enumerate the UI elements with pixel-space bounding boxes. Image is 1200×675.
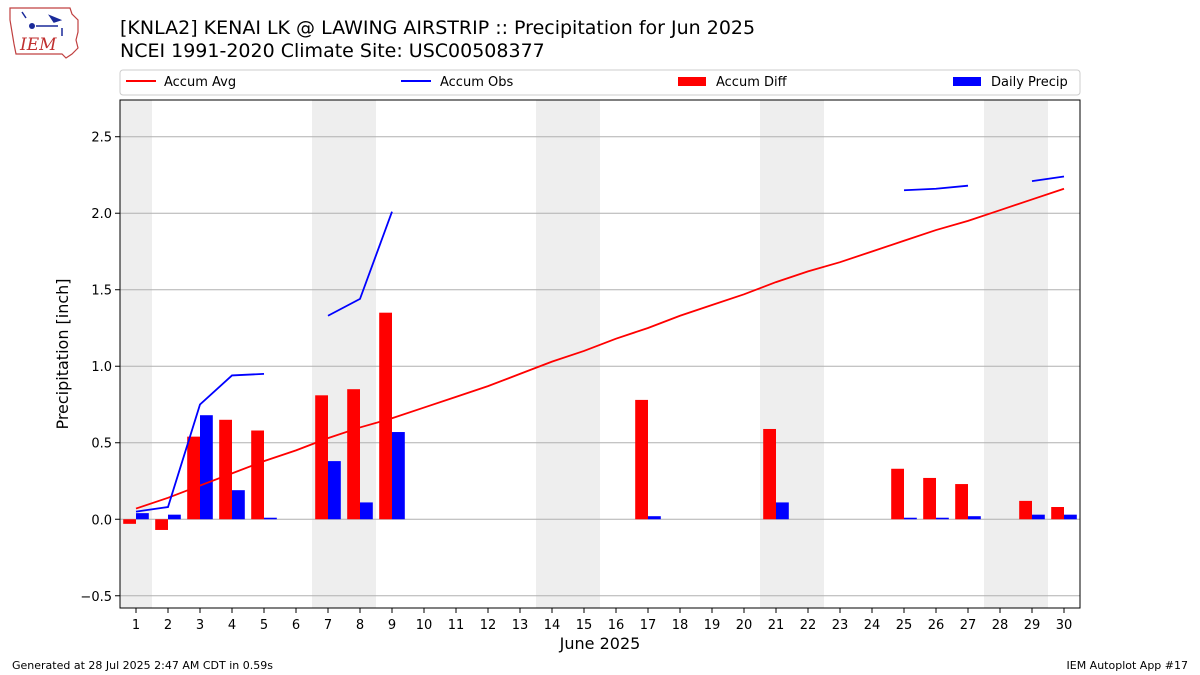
x-tick-label: 13: [512, 618, 529, 633]
iowa-outline-icon: [9, 7, 79, 59]
accum-diff-bar: [1051, 507, 1064, 520]
x-tick-label: 3: [196, 618, 204, 633]
y-tick-label: 0.5: [91, 437, 112, 452]
y-tick-label: 0.0: [91, 513, 112, 528]
x-tick-label: 10: [416, 618, 433, 633]
x-tick-label: 19: [704, 618, 721, 633]
legend: Accum Avg Accum Obs Accum Diff Daily Pre…: [119, 69, 1081, 96]
accum-obs-line: [903, 184, 969, 192]
x-tick-label: 27: [960, 618, 977, 633]
daily-precip-bar: [776, 502, 789, 520]
x-tick-label: 11: [448, 618, 465, 633]
x-tick-label: 4: [228, 618, 236, 633]
accum-diff-bar: [123, 519, 136, 524]
legend-label-accum-obs: Accum Obs: [440, 75, 513, 90]
y-tick-label: 1.0: [91, 360, 112, 375]
y-tick-label: 2.0: [91, 207, 112, 222]
x-tick-label: 1: [132, 618, 140, 633]
daily-precip-bar: [968, 516, 981, 520]
weather-station-icon: [29, 23, 35, 29]
daily-precip-bar: [392, 432, 405, 520]
iem-logo: IEM: [9, 7, 79, 59]
daily-precip-bar: [648, 516, 661, 520]
x-tick-label: 23: [832, 618, 849, 633]
daily-precip-bar: [200, 415, 213, 520]
x-tick-label: 15: [576, 618, 593, 633]
accum-diff-bar: [379, 312, 392, 520]
x-tick-label: 16: [608, 618, 625, 633]
chart-subtitle: NCEI 1991-2020 Climate Site: USC00508377: [120, 40, 545, 62]
accum-obs-line: [327, 211, 393, 317]
accum-diff-bar: [347, 389, 360, 520]
weekend-shade-2: [536, 100, 600, 608]
daily-precip-bar: [360, 502, 373, 520]
accum-obs-line: [1031, 175, 1065, 182]
legend-frame: [119, 69, 1081, 96]
x-tick-label: 17: [640, 618, 657, 633]
legend-swatch-daily-precip: [953, 77, 981, 86]
app-credit: IEM Autoplot App #17: [1066, 659, 1189, 672]
x-tick-label: 24: [864, 618, 881, 633]
x-tick-label: 26: [928, 618, 945, 633]
accum-diff-bar: [187, 436, 200, 520]
daily-precip-bar: [328, 461, 341, 520]
accum-diff-bar: [891, 468, 904, 520]
legend-label-daily-precip: Daily Precip: [991, 75, 1068, 90]
accum-avg-line: [135, 187, 1065, 510]
daily-precip-bar: [904, 517, 917, 520]
daily-precip-bar: [136, 513, 149, 520]
wind-vane-icon: [21, 11, 63, 36]
generated-timestamp: Generated at 28 Jul 2025 2:47 AM CDT in …: [12, 659, 273, 672]
accum-diff-bar: [315, 395, 328, 520]
accum-diff-bar: [955, 484, 968, 520]
y-tick-label: 1.5: [91, 284, 112, 299]
chart-title: [KNLA2] KENAI LK @ LAWING AIRSTRIP :: Pr…: [120, 17, 756, 39]
accum-diff-bar: [251, 430, 264, 520]
x-tick-label: 18: [672, 618, 689, 633]
x-axis-label: June 2025: [559, 634, 641, 653]
x-tick-label: 7: [324, 618, 332, 633]
accum-diff-bar: [155, 519, 168, 530]
plot-frame: [119, 99, 1081, 609]
weekend-shade-0: [120, 100, 152, 608]
x-tick-label: 8: [356, 618, 364, 633]
x-tick-label: 6: [292, 618, 300, 633]
legend-swatch-accum-diff: [678, 77, 706, 86]
weekend-shade-3: [760, 100, 824, 608]
accum-diff-bar: [763, 428, 776, 520]
x-tick-label: 30: [1056, 618, 1073, 633]
x-tick-label: 14: [544, 618, 561, 633]
legend-label-accum-diff: Accum Diff: [716, 75, 788, 90]
daily-precip-bar: [232, 490, 245, 520]
x-tick-label: 5: [260, 618, 268, 633]
x-tick-label: 9: [388, 618, 396, 633]
x-tick-label: 20: [736, 618, 753, 633]
weekend-shade-4: [984, 100, 1048, 608]
legend-label-accum-avg: Accum Avg: [164, 75, 236, 90]
daily-precip-bar: [1032, 514, 1045, 520]
x-tick-label: 28: [992, 618, 1009, 633]
x-tick-label: 29: [1024, 618, 1041, 633]
weekend-shade-1: [312, 100, 376, 608]
accum-diff-bar: [219, 419, 232, 520]
x-tick-label: 2: [164, 618, 172, 633]
logo-text: IEM: [19, 35, 57, 55]
x-tick-label: 22: [800, 618, 817, 633]
y-axis-label: Precipitation [inch]: [53, 278, 72, 429]
x-tick-label: 21: [768, 618, 785, 633]
daily-precip-bar: [264, 517, 277, 520]
daily-precip-bar: [936, 517, 949, 520]
daily-precip-bar: [168, 514, 181, 520]
accum-diff-bar: [1019, 500, 1032, 520]
y-tick-label: 2.5: [91, 131, 112, 146]
daily-precip-bar: [1064, 514, 1077, 520]
x-tick-label: 12: [480, 618, 497, 633]
accum-diff-bar: [635, 399, 648, 520]
accum-diff-bar: [923, 477, 936, 520]
accum-obs-line: [135, 372, 265, 513]
y-tick-label: −0.5: [80, 590, 112, 605]
x-tick-label: 25: [896, 618, 913, 633]
